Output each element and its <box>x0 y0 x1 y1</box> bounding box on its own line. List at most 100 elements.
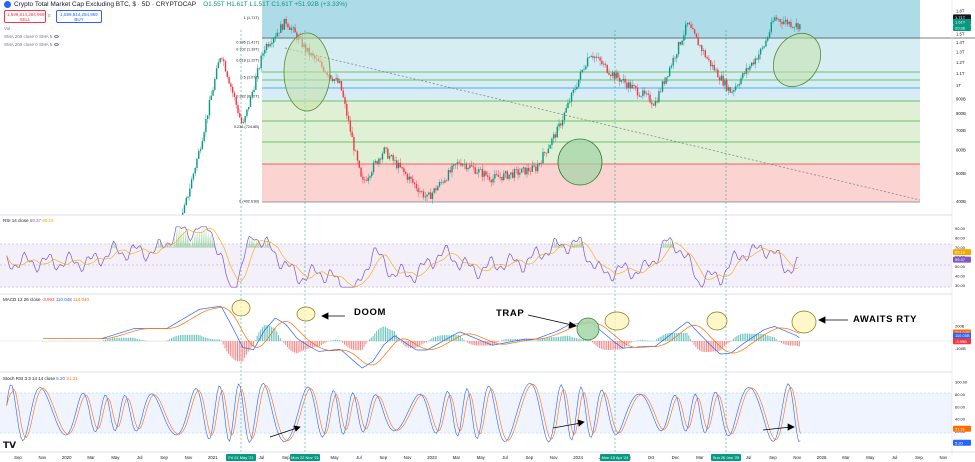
candle-body <box>353 137 355 151</box>
macd-hist-bar <box>763 333 765 342</box>
macd-hist-bar <box>244 341 246 358</box>
candle-body <box>447 170 450 181</box>
buy-button[interactable]: 1,599,814,284,969 BUY <box>56 10 102 23</box>
candle-body <box>369 176 371 178</box>
candle-body <box>652 104 655 106</box>
candle-body <box>351 131 353 138</box>
macd-hist-bar <box>793 341 795 346</box>
rsi-axis-label: 80.00 <box>955 236 966 241</box>
macd-hist-bar <box>254 340 256 342</box>
candle-body <box>610 74 612 77</box>
candle-body <box>185 197 187 205</box>
macd-hist-bar <box>625 341 627 346</box>
candle-body <box>672 57 674 66</box>
time-axis-label: Mar <box>453 455 461 460</box>
candle-body <box>754 58 756 65</box>
macd-hist-bar <box>238 341 240 362</box>
candle-body <box>445 180 448 181</box>
macd-hist-bar <box>750 333 752 342</box>
macd-hist-bar <box>649 340 651 342</box>
macd-hist-bar <box>702 341 704 352</box>
candle-body <box>752 62 755 65</box>
candle-body <box>214 79 216 90</box>
legend-vol[interactable]: Vol <box>4 26 11 31</box>
date-tag-bg <box>711 454 741 461</box>
macd-hist-bar <box>324 341 326 343</box>
stoch-legend[interactable]: Stoch RSI 3 3 14 14 close 5.20 21.31 <box>3 376 78 381</box>
candle-body <box>285 18 287 24</box>
macd-legend[interactable]: MACD 12 26 close -3.993 110.048 114.040 <box>3 297 89 302</box>
macd-hist-bar <box>361 341 363 350</box>
candle-body <box>237 104 239 113</box>
legend-sma-2[interactable]: SMA 200 close 0 SMA 5 <box>4 42 60 47</box>
candle-body <box>661 81 664 92</box>
price-axis-label: 800B <box>956 111 966 116</box>
ohlc-values: O1.55T H1.61T L1.51T C1.61T +51.92B (+3.… <box>203 1 348 8</box>
macd-hist-bar <box>443 335 445 342</box>
macd-hist-bar <box>797 341 799 346</box>
macd-hist-bar <box>220 340 222 342</box>
candle-body <box>422 191 425 198</box>
ellipse-breakout-2023 <box>557 138 603 186</box>
chart-title[interactable]: Crypto Total Market Cap Excluding BTC, $… <box>14 1 197 8</box>
stoch-d-value: 21.31 <box>66 376 78 381</box>
macd-hist-bar <box>791 341 793 346</box>
legend-sma-1[interactable]: SMA 200 close 0 SMA 5 <box>4 34 60 39</box>
stoch-axis-label: 60.00 <box>955 404 966 409</box>
candle-body <box>693 29 696 34</box>
macd-hist-bar <box>638 340 640 342</box>
candle-body <box>709 60 712 67</box>
macd-hist-bar <box>206 338 208 342</box>
macd-hist-bar <box>433 337 435 342</box>
candle-body <box>196 158 198 169</box>
macd-hist-bar <box>459 335 461 342</box>
price-axis-label: 500B <box>956 171 966 176</box>
macd-hist-bar <box>374 333 376 342</box>
macd-hist-bar <box>317 341 319 348</box>
time-axis-label: Nov <box>404 455 412 460</box>
candle-body <box>374 160 377 163</box>
eye-icon[interactable] <box>54 35 60 39</box>
macd-hist-bar <box>509 339 511 342</box>
price-tag: 1.61T <box>955 20 966 25</box>
macd-hist-bar <box>606 341 608 350</box>
candle-body <box>212 89 214 96</box>
macd-hist-bar <box>577 338 579 342</box>
price-axis-label: 700B <box>956 128 966 133</box>
macd-hist-bar <box>513 339 515 342</box>
macd-hist-bar <box>295 341 297 354</box>
macd-hist-bar <box>190 334 192 342</box>
macd-hist-bar <box>445 335 447 342</box>
macd-hist-bar <box>351 341 353 350</box>
candle-body <box>365 180 368 181</box>
macd-hist-bar <box>565 335 567 342</box>
candle-body <box>426 194 428 197</box>
macd-hist-bar <box>233 341 235 360</box>
candle-body <box>522 167 525 169</box>
macd-hist-bar <box>484 341 486 346</box>
candle-body <box>410 176 412 179</box>
candle-body <box>749 66 751 70</box>
candle-body <box>403 168 405 172</box>
macd-hist-bar <box>736 335 738 342</box>
candle-body <box>331 78 334 82</box>
macd-hist-bar <box>417 341 419 348</box>
candle-body <box>206 115 209 119</box>
order-qty[interactable]: 0 <box>48 13 51 18</box>
candle-body <box>601 60 603 65</box>
eye-icon[interactable] <box>54 43 60 47</box>
candle-body <box>438 181 441 187</box>
fib-zone-top-strip <box>262 0 920 38</box>
macd-hist-bar <box>144 340 146 342</box>
candle-body <box>606 64 608 73</box>
macd-hist-bar <box>140 339 142 342</box>
rsi-legend[interactable]: RSI 14 close 59.37 65.18 <box>3 218 54 223</box>
sell-button[interactable]: 1,599,814,284,969 SELL <box>4 10 46 23</box>
price-axis-label: 1.3T <box>956 50 965 55</box>
time-axis-label: Nov <box>39 455 47 460</box>
macd-hist-bar <box>338 339 340 342</box>
macd-hist-bar <box>549 337 551 342</box>
candle-body <box>440 181 443 183</box>
